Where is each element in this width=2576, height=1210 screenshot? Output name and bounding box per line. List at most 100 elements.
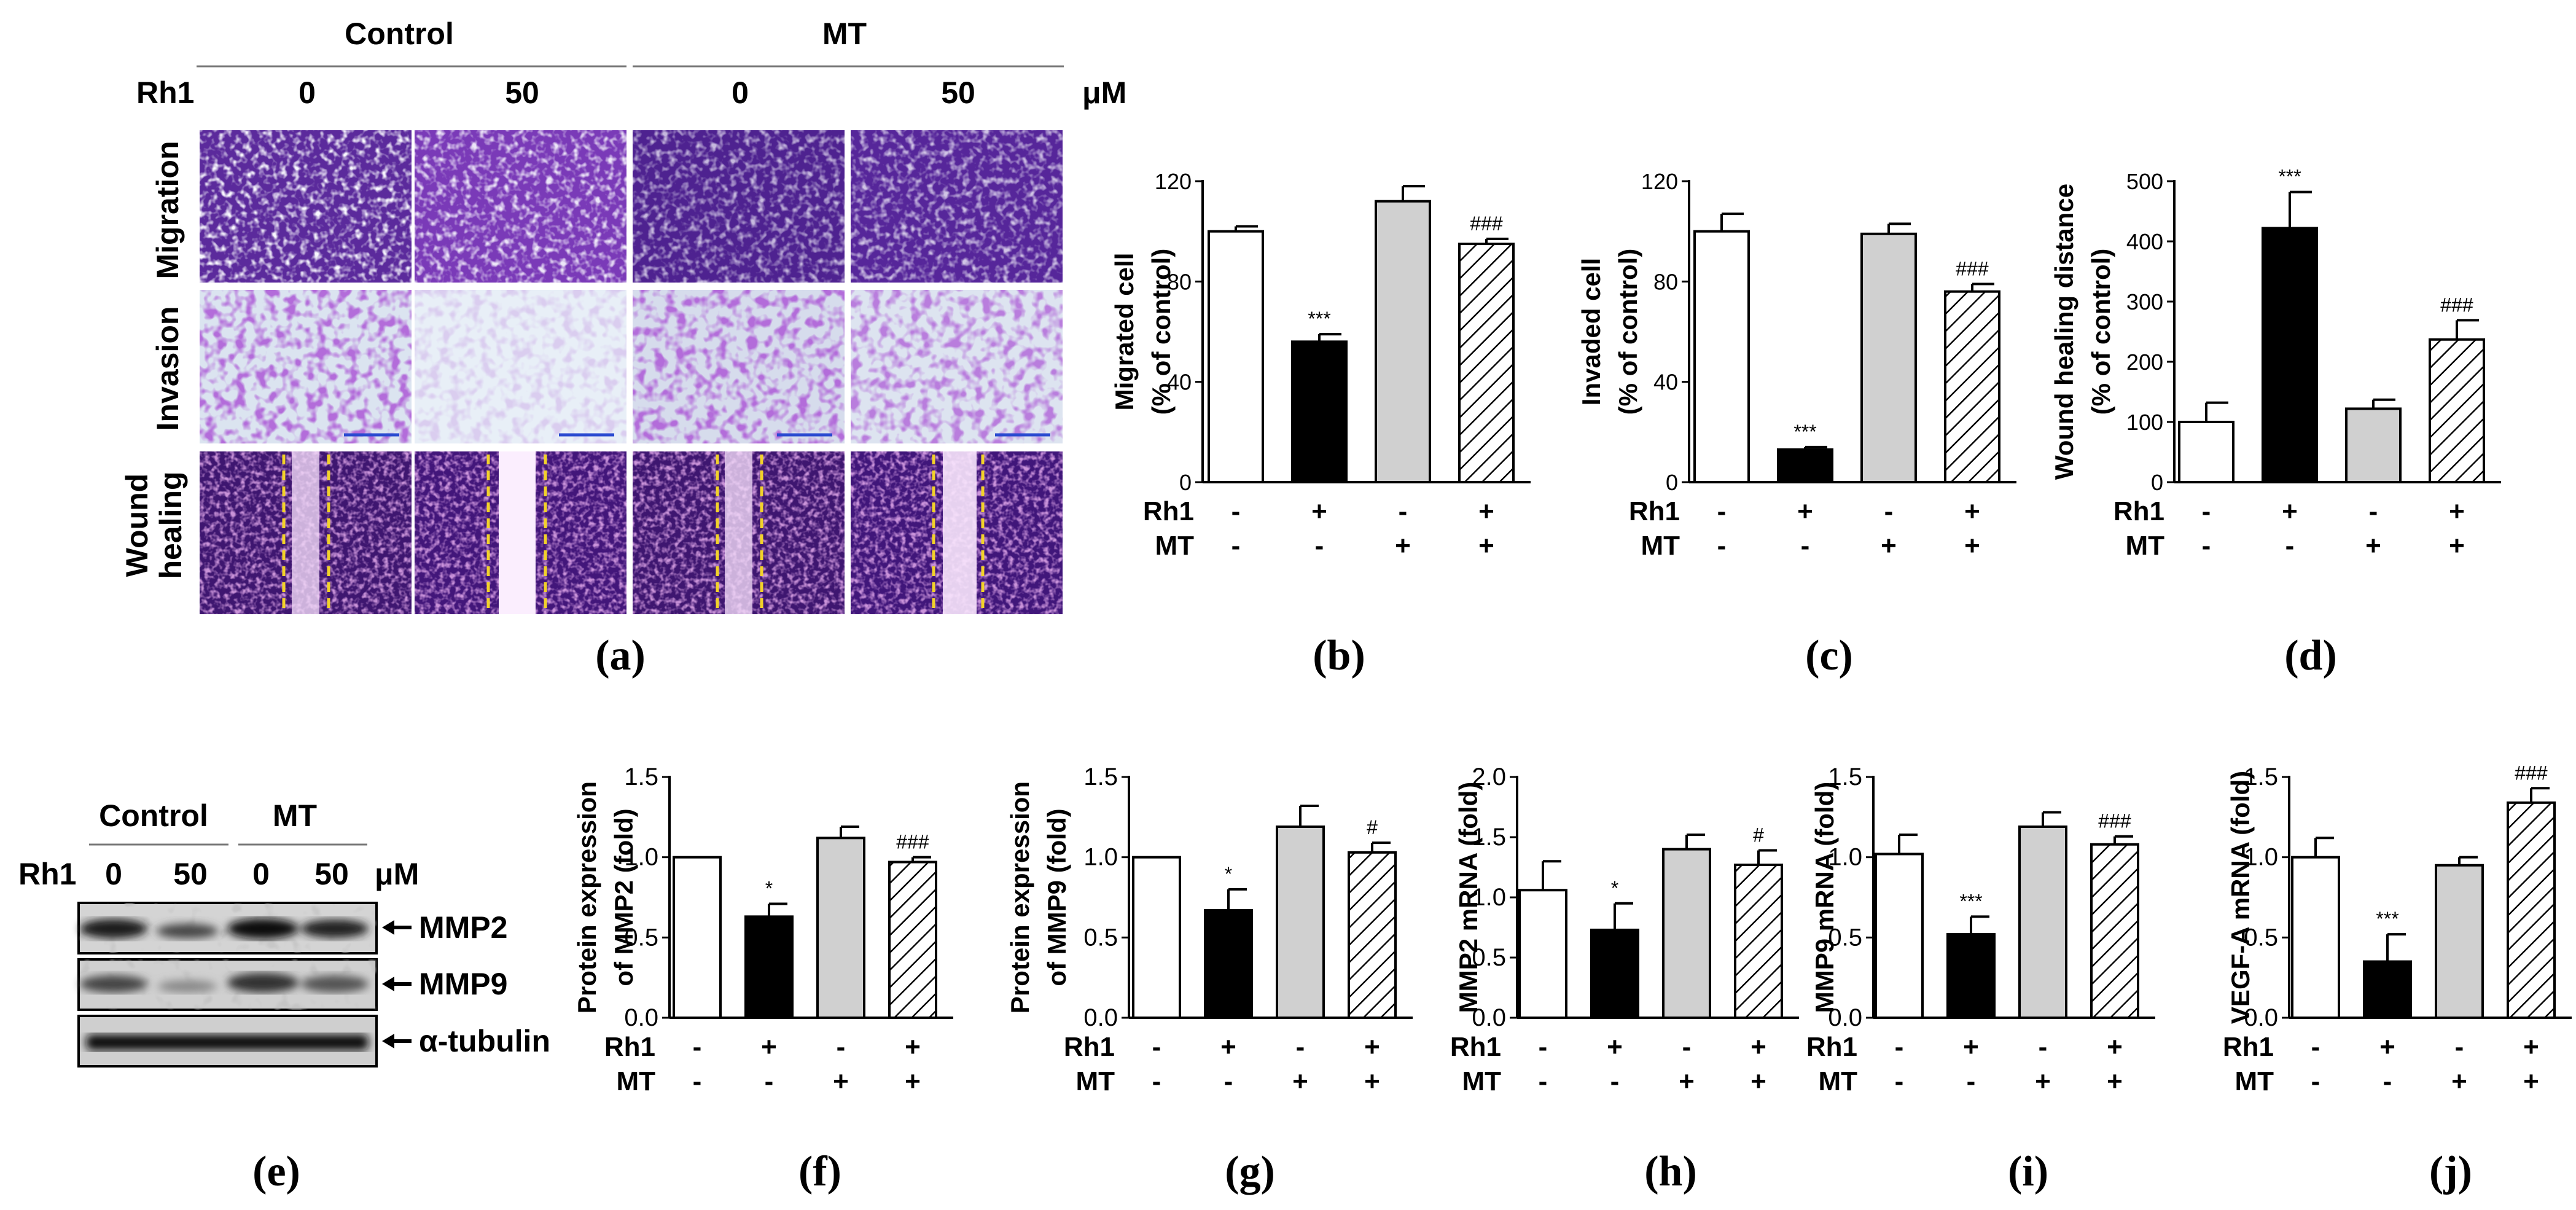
significance-label: * [765,877,773,899]
rh1-sign: - [1231,496,1241,526]
mt-row-label: MT [2234,1066,2274,1096]
y-tick-label: 0.0 [624,1004,658,1031]
wound-gap-1 [292,451,319,614]
migration-texture-4 [851,130,1063,283]
rh1-sign: - [1717,496,1727,526]
bar [1348,851,1397,1019]
dose-label-4: 50 [941,76,975,110]
row-label-migration: Migration [150,141,185,279]
bands-tubulin [86,1034,369,1050]
rh1-sign: + [1963,1032,1979,1062]
arrow-mmp9-icon [382,977,394,991]
mt-sign: + [2107,1066,2123,1096]
rh1-sign: - [1895,1032,1904,1062]
chart-c-invasion: 0 40 80 120 Invaded cell (% of control) - - *** +… [1577,169,2016,561]
rh1-sign: + [1797,496,1813,526]
rh1-sign: + [1964,496,1980,526]
y-tick-label: 200 [2126,349,2163,375]
arrow-mmp2-icon [382,920,394,935]
y-tick-label: 100 [2126,410,2163,435]
y-axis-label-line2: of MMP2 (fold) [609,808,638,986]
bar [1132,856,1181,1019]
bar [2262,227,2318,483]
y-tick-label: 80 [1653,269,1678,294]
mt-sign: + [1964,531,1980,561]
mt-sign: + [1751,1066,1766,1096]
y-tick-label: 1.0 [1472,884,1506,911]
mt-sign: - [2285,531,2295,561]
y-axis-label: Protein expression [572,781,601,1013]
mt-sign: - [1231,531,1241,561]
mt-sign: - [1801,531,1810,561]
y-axis-label: Protein expression [1005,781,1034,1013]
bar [1458,243,1515,483]
mt-sign: + [2365,531,2381,561]
bar [2090,843,2139,1019]
rh1-sign: + [1220,1032,1236,1062]
bar [1693,230,1750,483]
y-tick-label: 1.5 [1083,763,1118,790]
y-tick-label: 0 [1179,470,1192,495]
panel-label-g: (g) [1225,1148,1275,1195]
panel-label-d: (d) [2284,632,2337,679]
y-tick-label: 0.0 [1083,1004,1118,1031]
rh1-sign: - [1682,1032,1692,1062]
significance-label: ### [2515,762,2548,784]
rh1-sign: + [2282,496,2298,526]
wound-gap-2 [499,451,536,614]
panel-label-j: (j) [2429,1148,2472,1195]
mt-sign: - [693,1066,702,1096]
y-tick-label: 0.5 [1828,924,1862,951]
bar [2429,338,2485,483]
rh1-sign: + [905,1032,921,1062]
rh1-sign: + [2523,1032,2539,1062]
rh1-sign: + [1311,496,1327,526]
rh1-sign: - [2311,1032,2320,1062]
rh1-sign: - [1152,1032,1161,1062]
bar [1204,908,1253,1019]
invasion-texture-2 [415,290,626,443]
y-tick-label: 0 [1666,470,1678,495]
bar [2345,407,2402,483]
rh1-sign: - [2039,1032,2048,1062]
mt-sign: - [765,1066,774,1096]
y-tick-label: 40 [1653,370,1678,395]
rh1-sign: + [1607,1032,1623,1062]
wb-dose-4: 50 [314,857,349,891]
treatment-label-rh1: Rh1 [136,76,194,110]
invasion-texture-3 [633,290,845,443]
mt-row-label: MT [1818,1066,1857,1096]
rh1-sign: - [1399,496,1408,526]
chart-g-mmp9-protein: 0.0 0.5 1.0 1.5 Protein expression of MMP9 (f… [1005,763,1413,1096]
rh1-sign: - [837,1032,846,1062]
significance-label: ### [2098,810,2131,832]
mt-row-label: MT [1641,531,1680,561]
bar [744,915,794,1019]
significance-label: *** [1959,890,1982,912]
mt-sign: - [1895,1066,1904,1096]
y-tick-label: 40 [1167,370,1192,395]
y-tick-label: 2.0 [1472,763,1506,790]
chart-d-wound-healing: 0 100 200 300 400 500 Wound healing distance (%… [2050,166,2501,561]
invasion-texture-4 [851,290,1063,443]
mt-sign: - [1224,1066,1233,1096]
rh1-sign: - [1884,496,1894,526]
y-tick-label: 0.0 [2244,1004,2278,1031]
wb-dose-3: 0 [252,857,270,891]
y-axis-label-line2: (% of control) [2086,249,2115,415]
bar [1860,232,1917,483]
rh1-sign: + [1478,496,1494,526]
mt-sign: + [833,1066,849,1096]
migration-texture-3 [633,130,845,283]
bar [2507,801,2556,1020]
panel-label-h: (h) [1644,1148,1697,1195]
rh1-row-label: Rh1 [1143,496,1194,526]
y-axis-label-line2: of MMP9 (fold) [1042,808,1071,986]
y-tick-label: 300 [2126,289,2163,314]
rh1-row-label: Rh1 [1450,1032,1501,1062]
rh1-sign: + [1364,1032,1380,1062]
y-axis-label: Wound healing distance [2050,184,2078,480]
mt-sign: + [2451,1066,2467,1096]
